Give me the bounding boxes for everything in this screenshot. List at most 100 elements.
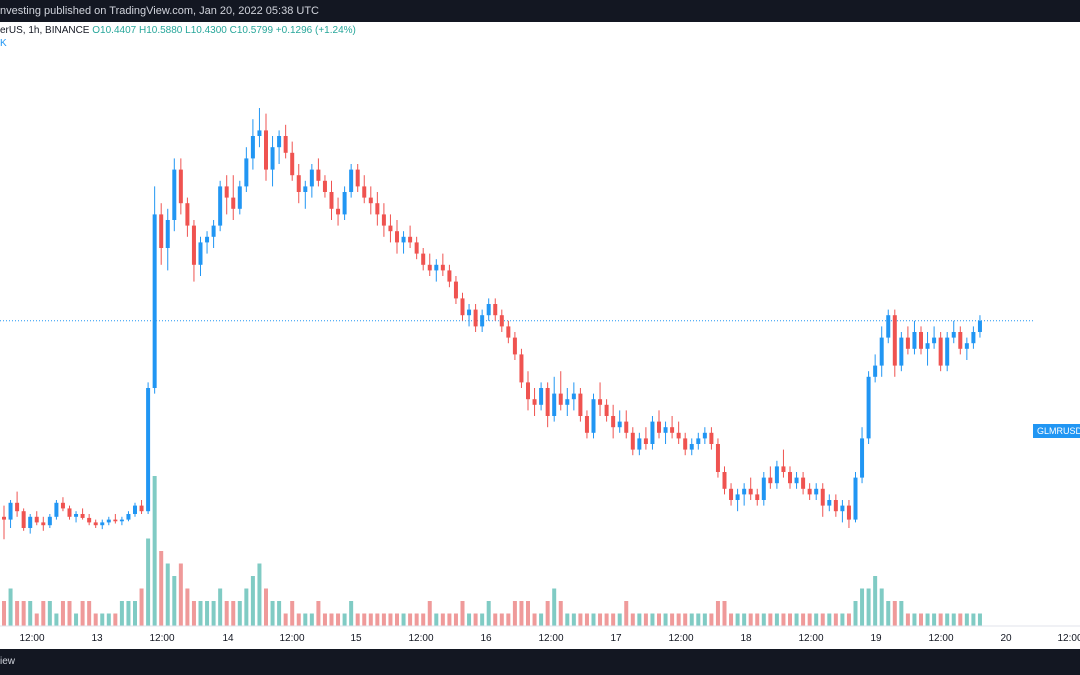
volume-bar [683,613,688,626]
x-tick-label: 12:00 [279,633,304,644]
volume-bar [742,613,747,626]
price-chart[interactable]: 12:00 13 12:00 14 12:00 15 12:00 16 12:00 17 12:00… [0,22,1080,649]
candle-body [499,315,504,327]
candle-body [801,477,806,489]
candle-body [316,169,321,181]
candle-body [650,421,655,444]
x-tick-label: 18 [740,633,752,644]
candle-body [526,382,530,400]
volume-bar [309,613,314,626]
x-tick-label: 17 [610,633,622,644]
candle-body [676,432,681,439]
candle-body [74,514,79,517]
candle-body [624,421,629,433]
volume-bar [375,613,380,626]
candle-body [938,337,943,366]
candle-body [539,388,544,405]
candle-body [912,332,917,349]
x-tick-label: 12:00 [149,633,174,644]
candle-body [578,393,583,416]
candle-body [119,519,124,522]
candle-body [486,304,491,316]
candle-body [434,264,439,271]
volume-bar [709,613,714,626]
volume-bar [506,613,511,626]
volume-bar [421,613,426,626]
candle-body [100,522,105,526]
volume-bar [322,613,327,626]
volume-bar [801,613,806,626]
volume-bar [571,613,576,626]
volume-bar [873,576,878,626]
volume-bar [846,613,851,626]
volume-bar [80,601,85,626]
candle-body [480,315,485,327]
volume-bar [617,613,622,626]
candle-body [814,488,819,495]
candle-body [440,264,445,271]
volume-bar [434,613,439,626]
candle-body [198,242,203,265]
candle-body [178,169,183,204]
candle-body [421,253,426,265]
candle-body [637,438,642,450]
volume-bar [951,613,956,626]
candle-body [34,516,39,523]
candle-body [349,169,354,192]
volume-bar [958,613,963,626]
volume-bar [676,613,681,626]
volume-bar [480,613,485,626]
volume-bar [93,613,98,626]
bottom-bar-text: iew [0,656,16,667]
volume-bar [964,613,969,626]
candle-body [93,522,98,526]
legend-volume: K [0,38,7,49]
volume-bar [611,613,616,626]
volume-bar [277,601,282,626]
volume-bar [362,613,367,626]
volume-bar [336,613,341,626]
candle-body [395,231,399,243]
volume-bar [657,613,661,626]
volume-bar [146,538,151,626]
volume-bar [67,601,72,626]
volume-bar [126,601,131,626]
x-tick-label: 20 [1000,633,1012,644]
candle-body [270,147,275,170]
volume-bar [159,551,164,626]
volume-bar [532,613,537,626]
volume-bar [303,613,308,626]
candle-body [532,399,537,405]
chart-legend: erUS, 1h, BINANCE O10.4407 H10.5880 L10.… [0,24,356,50]
volume-bar [244,588,249,626]
volume-bar [715,601,720,626]
volume-bar [224,601,229,626]
volume-bar [191,601,196,626]
volume-bar [977,613,982,626]
legend-low: L10.4300 [185,25,227,36]
volume-bar [41,601,46,626]
candle-body [362,186,367,198]
volume-bar [205,601,210,626]
candle-body [388,225,393,232]
volume-bar [283,613,288,626]
volume-bar [643,613,648,626]
volume-bar [512,601,517,626]
candle-body [191,225,196,265]
candle-body [611,416,616,428]
candle-body [971,332,976,344]
volume-bar [814,613,819,626]
volume-bar [630,613,635,626]
publish-bar: nvesting published on TradingView.com, J… [0,0,1080,22]
volume-bar [231,601,236,626]
volume-bar [34,613,39,626]
volume-bar [578,613,583,626]
candle-body [211,225,216,237]
volume-bar [938,613,943,626]
volume-bar [401,613,406,626]
candle-body [67,508,72,517]
volume-bar [237,601,242,626]
volume-bar [820,613,825,626]
volume-bar [774,613,779,626]
candle-body [133,505,137,514]
